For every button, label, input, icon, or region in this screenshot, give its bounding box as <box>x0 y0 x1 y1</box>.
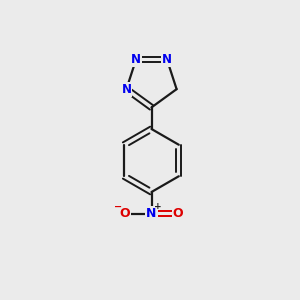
Text: +: + <box>154 202 162 211</box>
Text: N: N <box>122 83 131 96</box>
Text: O: O <box>172 207 183 220</box>
Text: N: N <box>162 53 172 66</box>
Text: N: N <box>131 53 141 66</box>
Text: O: O <box>120 207 130 220</box>
Text: N: N <box>146 207 157 220</box>
Text: −: − <box>114 202 123 212</box>
